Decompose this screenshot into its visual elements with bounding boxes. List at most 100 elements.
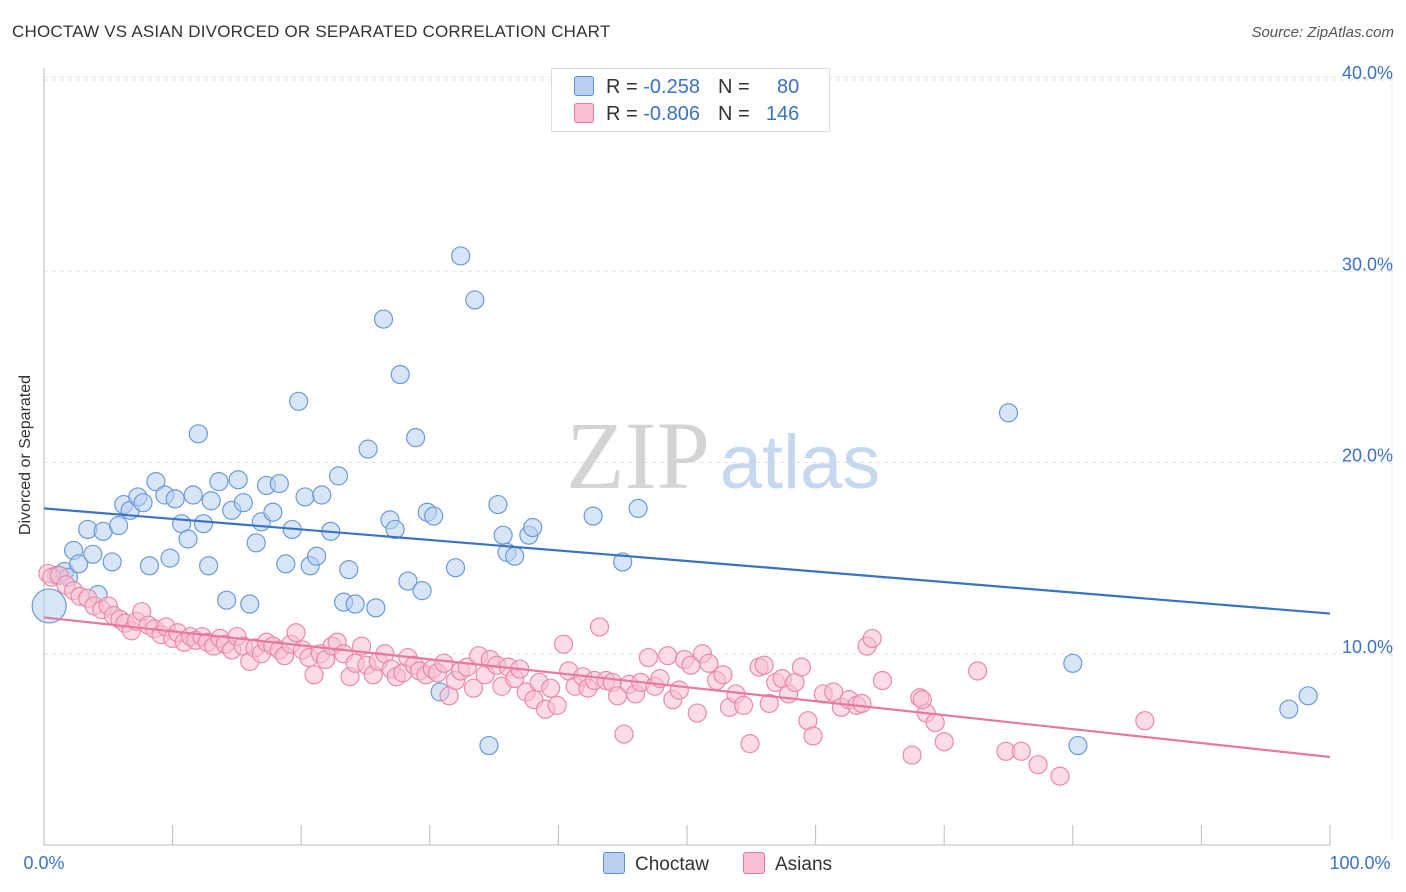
choctaw-point bbox=[390, 364, 410, 385]
choctaw-point bbox=[295, 487, 315, 507]
x-tick-label: 0.0% bbox=[23, 853, 64, 873]
asians-point bbox=[669, 680, 689, 700]
asians-point bbox=[687, 703, 707, 723]
choctaw-point bbox=[358, 439, 378, 459]
asians-point bbox=[614, 724, 634, 744]
asians-point bbox=[925, 712, 945, 733]
choctaw-point bbox=[307, 546, 327, 566]
choctaw-point bbox=[613, 552, 633, 572]
asians-point bbox=[872, 670, 893, 691]
choctaw-point bbox=[31, 588, 67, 624]
choctaw-point bbox=[102, 552, 122, 572]
asians-trend-line bbox=[43, 616, 1331, 759]
choctaw-point bbox=[69, 554, 89, 574]
asians-point bbox=[286, 623, 306, 643]
watermark-zip: ZIP bbox=[566, 402, 710, 509]
bottom-legend-asians: Asians bbox=[743, 852, 832, 876]
asians-point bbox=[968, 661, 988, 681]
asians-point bbox=[934, 732, 954, 752]
choctaw-point bbox=[488, 494, 508, 515]
choctaw-point bbox=[1063, 653, 1083, 673]
choctaw-point bbox=[479, 735, 499, 756]
choctaw-point bbox=[193, 514, 214, 534]
legend-swatch-choctaw bbox=[574, 76, 594, 96]
asians-point bbox=[912, 690, 932, 710]
choctaw-point bbox=[583, 506, 603, 526]
asians-point bbox=[553, 634, 574, 654]
choctaw-point bbox=[108, 516, 129, 536]
grid-lines bbox=[44, 76, 1393, 845]
legend-r-value: -0.258 bbox=[643, 76, 700, 98]
choctaw-point bbox=[345, 594, 365, 614]
asians-point bbox=[713, 665, 733, 685]
choctaw-point bbox=[398, 571, 418, 591]
choctaw-point bbox=[445, 558, 466, 578]
choctaw-point bbox=[240, 594, 260, 614]
choctaw-point bbox=[289, 391, 309, 411]
legend-row-choctaw: R = -0.258 N = 80 bbox=[574, 76, 799, 99]
y-axis-label: Divorced or Separated bbox=[17, 374, 34, 536]
choctaw-point bbox=[523, 517, 543, 538]
bottom-legend-label: Choctaw bbox=[635, 854, 709, 875]
asians-point bbox=[754, 655, 774, 675]
choctaw-point bbox=[412, 581, 432, 601]
y-tick-label: 40.0% bbox=[1342, 63, 1393, 83]
choctaw-point bbox=[133, 493, 153, 513]
choctaw-point bbox=[424, 506, 444, 526]
chart-title: CHOCTAW VS ASIAN DIVORCED OR SEPARATED C… bbox=[12, 22, 611, 41]
bottom-legend-choctaw: Choctaw bbox=[603, 852, 709, 876]
bottom-legend-swatch-asians bbox=[743, 852, 765, 874]
choctaw-point bbox=[178, 529, 198, 549]
legend-r-value: -0.806 bbox=[643, 103, 700, 125]
choctaw-point bbox=[1279, 699, 1299, 719]
asians-point bbox=[699, 653, 719, 673]
asians-point bbox=[824, 682, 844, 702]
choctaw-point bbox=[217, 590, 237, 610]
asians-point bbox=[902, 745, 922, 765]
legend-n-label: N = bbox=[717, 103, 756, 125]
y-tick-label: 10.0% bbox=[1342, 637, 1393, 657]
choctaw-point bbox=[1298, 686, 1318, 706]
asians-point bbox=[547, 695, 567, 715]
watermark: ZIP atlas bbox=[566, 402, 880, 509]
legend-n-value: 80 bbox=[776, 76, 800, 98]
legend-n-label: N = bbox=[717, 76, 756, 98]
choctaw-point bbox=[385, 519, 405, 540]
choctaw-point bbox=[183, 485, 203, 505]
choctaw-point bbox=[209, 472, 229, 492]
choctaw-point bbox=[276, 554, 296, 574]
choctaw-point bbox=[465, 290, 485, 310]
source-label: Source: ZipAtlas.com bbox=[1251, 24, 1394, 41]
asians-point bbox=[434, 653, 454, 673]
axes bbox=[43, 68, 1331, 846]
choctaw-point bbox=[263, 502, 283, 522]
choctaw-point bbox=[228, 470, 248, 490]
choctaw-trend-line bbox=[43, 507, 1331, 615]
asians-point bbox=[1028, 755, 1048, 775]
choctaw-point bbox=[160, 548, 180, 568]
asians-point bbox=[791, 657, 812, 677]
legend-r-label: R = bbox=[606, 103, 644, 125]
choctaw-point bbox=[146, 472, 166, 492]
choctaw-point bbox=[246, 533, 266, 553]
watermark-atlas: atlas bbox=[720, 420, 881, 505]
tick-labels: 10.0% 20.0% 30.0% 40.0% 0.0% 100.0% bbox=[23, 63, 1393, 873]
legend-swatch-asians bbox=[574, 103, 594, 123]
choctaw-point bbox=[83, 544, 103, 564]
asians-point bbox=[1050, 766, 1070, 786]
asians-point bbox=[1135, 711, 1155, 731]
asians-point bbox=[852, 693, 872, 714]
choctaw-point bbox=[312, 485, 332, 505]
choctaw-point bbox=[505, 546, 525, 566]
asians-point bbox=[1011, 741, 1031, 761]
asians-point bbox=[740, 734, 760, 754]
asians-point bbox=[658, 646, 678, 666]
bottom-legend-swatch-choctaw bbox=[603, 852, 625, 874]
y-tick-label: 30.0% bbox=[1342, 254, 1393, 274]
asians-point bbox=[803, 726, 823, 746]
bottom-legend-label: Asians bbox=[775, 854, 833, 875]
choctaw-point bbox=[373, 309, 394, 329]
asians-point bbox=[463, 678, 484, 698]
trend-lines bbox=[43, 507, 1331, 759]
